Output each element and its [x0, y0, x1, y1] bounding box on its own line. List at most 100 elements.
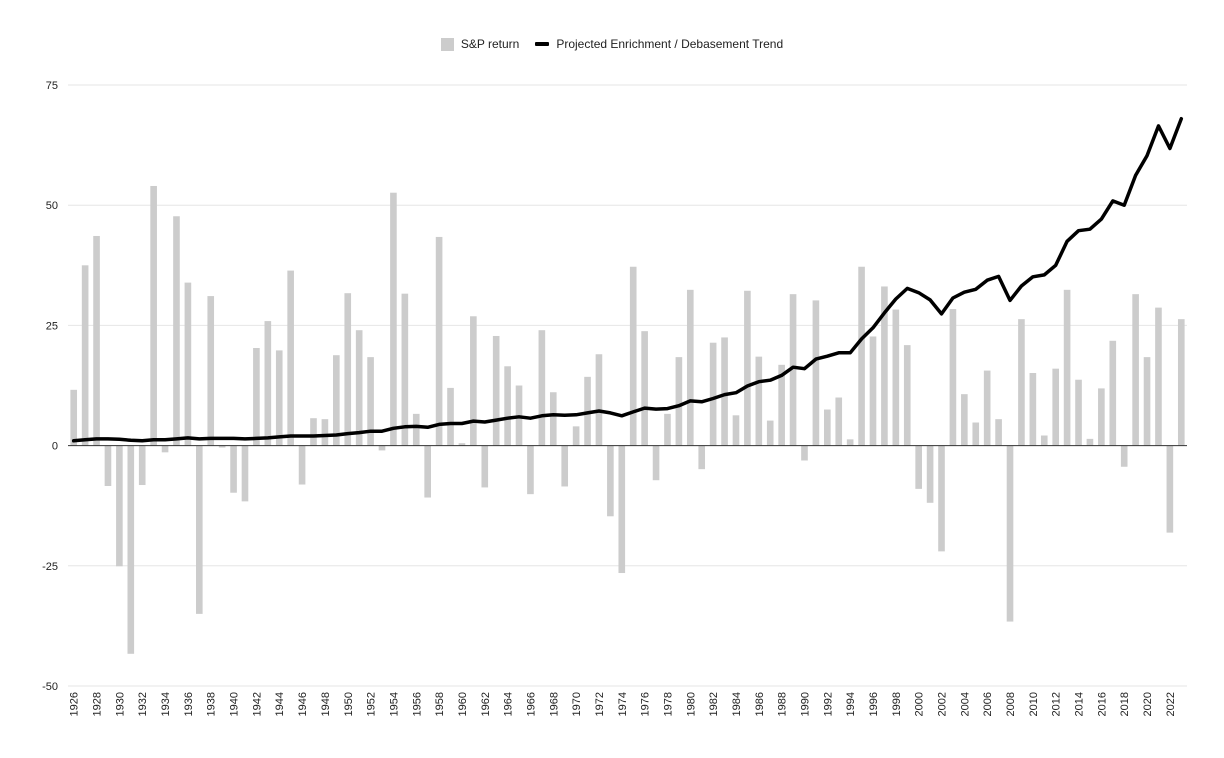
- bar-2006: [983, 370, 991, 446]
- bar-1954: [390, 192, 397, 446]
- y-tick-label: -50: [42, 681, 58, 693]
- bar-2017: [1109, 340, 1117, 446]
- x-tick-label: 2000: [914, 692, 926, 716]
- bar-1984: [732, 415, 740, 446]
- bar-2014: [1075, 379, 1082, 446]
- x-tick-label: 1986: [754, 692, 766, 716]
- x-tick-label: 2002: [937, 692, 949, 716]
- bar-1963: [492, 335, 500, 446]
- bar-1983: [721, 337, 728, 446]
- bar-1935: [173, 216, 180, 446]
- bar-2010: [1029, 372, 1037, 446]
- bar-1962: [481, 445, 489, 488]
- bar-1976: [641, 331, 648, 446]
- bar-1992: [824, 409, 831, 446]
- x-axis: 1926 1928 1930 1932 1934 1936 1938 1940 1942 1944…: [69, 692, 1177, 716]
- bar-1994: [846, 439, 854, 446]
- bar-1950: [344, 293, 352, 446]
- x-tick-label: 2012: [1051, 692, 1063, 716]
- x-tick-label: 1988: [777, 692, 789, 716]
- x-tick-label: 1968: [548, 692, 560, 716]
- legend-item-sp-return: S&P return: [440, 37, 519, 51]
- bar-2005: [972, 422, 980, 446]
- bar-2000: [915, 445, 922, 489]
- x-tick-label: 1958: [434, 692, 446, 716]
- bar-2021: [1155, 307, 1162, 446]
- x-tick-label: 1976: [640, 692, 652, 716]
- y-tick-label: 25: [46, 320, 58, 332]
- bar-1995: [858, 266, 865, 446]
- chart-legend: S&P return Projected Enrichment / Debase…: [0, 37, 1224, 51]
- x-tick-label: 1944: [274, 692, 286, 716]
- x-tick-label: 1998: [891, 692, 903, 716]
- bar-1934: [161, 445, 169, 453]
- bar-1948: [321, 419, 329, 446]
- bar-1941: [241, 445, 249, 502]
- x-tick-label: 1928: [92, 692, 104, 716]
- x-tick-label: 2020: [1142, 692, 1154, 716]
- x-tick-label: 2014: [1074, 692, 1086, 716]
- x-tick-label: 1926: [69, 692, 81, 716]
- bar-1930: [116, 445, 123, 567]
- bar-1936: [184, 282, 192, 446]
- bar-1979: [675, 357, 683, 446]
- bar-1986: [755, 356, 763, 446]
- x-tick-label: 1982: [708, 692, 720, 716]
- x-tick-label: 1964: [503, 692, 515, 716]
- bar-1977: [652, 445, 660, 481]
- bar-1926: [70, 389, 78, 446]
- bar-1938: [207, 296, 215, 446]
- bar-2020: [1143, 357, 1151, 446]
- x-tick-label: 1990: [799, 692, 811, 716]
- bar-1957: [424, 445, 431, 498]
- bar-2015: [1086, 438, 1094, 446]
- y-axis: -50 -25 0 25 50 75: [42, 80, 58, 693]
- bar-1959: [447, 387, 454, 446]
- bar-2004: [961, 394, 968, 446]
- bar-1968: [549, 392, 557, 446]
- trend-line: [71, 116, 1184, 443]
- line-series: [71, 116, 1184, 443]
- x-tick-label: 1996: [868, 692, 880, 716]
- bar-1981: [698, 445, 706, 470]
- bar-1932: [138, 445, 146, 486]
- x-tick-label: 1974: [617, 692, 629, 716]
- bar-1933: [150, 185, 157, 446]
- bar-1929: [104, 445, 112, 486]
- bar-1991: [812, 300, 820, 446]
- x-tick-label: 2008: [1005, 692, 1017, 716]
- bar-1927: [81, 265, 89, 446]
- bar-1928: [93, 235, 100, 446]
- x-tick-label: 1934: [160, 692, 172, 716]
- x-tick-label: 1948: [320, 692, 332, 716]
- bar-1973: [607, 445, 614, 517]
- bar-1964: [504, 366, 511, 446]
- bar-1972: [595, 354, 603, 446]
- bar-1952: [367, 357, 374, 446]
- bar-1998: [892, 309, 900, 446]
- x-tick-label: 2004: [959, 692, 971, 716]
- bar-1987: [766, 420, 774, 446]
- y-tick-label: 0: [52, 441, 58, 453]
- bar-1989: [789, 294, 797, 446]
- bar-1967: [538, 330, 546, 446]
- x-tick-label: 2016: [1096, 692, 1108, 716]
- x-tick-label: 1978: [662, 692, 674, 716]
- bar-1980: [686, 289, 694, 446]
- y-tick-label: 50: [46, 200, 58, 212]
- bar-1993: [835, 397, 843, 446]
- x-tick-label: 1940: [229, 692, 241, 716]
- x-tick-label: 1954: [388, 692, 400, 716]
- bar-2002: [938, 445, 945, 552]
- bar-1975: [629, 266, 637, 446]
- grid-lines: [68, 84, 1187, 687]
- bar-2019: [1132, 294, 1139, 446]
- bar-1990: [801, 445, 808, 461]
- x-tick-label: 1992: [822, 692, 834, 716]
- bar-1931: [127, 445, 135, 654]
- bar-1969: [561, 445, 569, 487]
- bar-2007: [995, 419, 1002, 446]
- bar-1970: [572, 426, 580, 446]
- bar-2016: [1098, 388, 1105, 446]
